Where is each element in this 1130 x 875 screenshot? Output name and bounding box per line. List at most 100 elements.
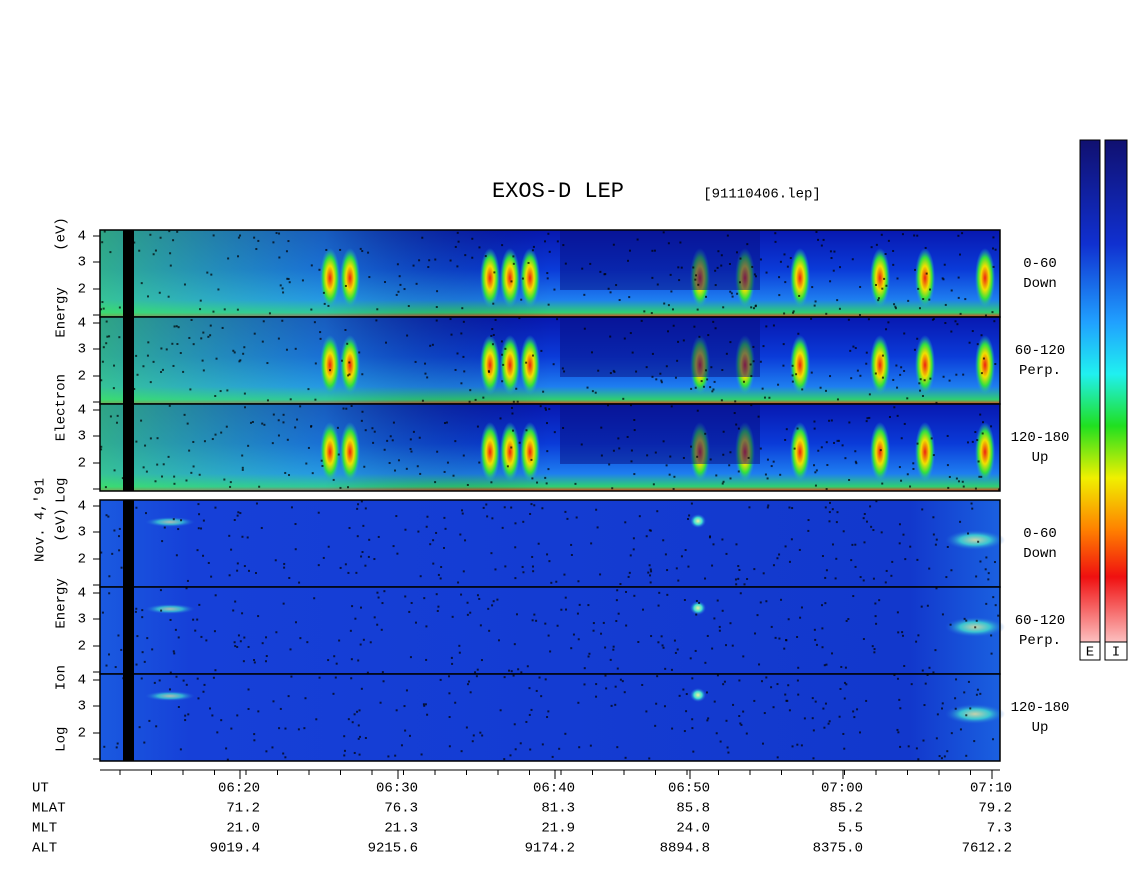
spectrogram-texture <box>321 464 324 467</box>
spectrogram-texture <box>512 255 515 258</box>
spectrogram-texture <box>100 317 1000 404</box>
spectrogram-texture <box>982 421 985 424</box>
spectrogram-texture <box>396 552 399 555</box>
spectrogram-texture <box>319 337 322 340</box>
spectrogram-texture <box>672 324 675 327</box>
spectrogram-texture <box>954 697 957 700</box>
spectrogram-texture <box>448 745 451 748</box>
spectrogram-texture <box>452 474 455 477</box>
spectrogram-texture <box>716 599 719 602</box>
spectrogram-texture <box>836 398 839 401</box>
spectrogram-texture <box>207 561 210 564</box>
spectrogram-texture <box>243 392 246 395</box>
spectrogram-texture <box>899 373 902 376</box>
spectrogram-texture <box>814 484 817 487</box>
spectrogram-texture <box>211 438 214 441</box>
spectrogram-texture <box>852 345 855 348</box>
spectrogram-texture <box>825 441 828 444</box>
spectrogram-texture <box>813 427 816 430</box>
spectrogram-texture <box>829 501 832 504</box>
spectrogram-texture <box>572 633 575 636</box>
spectrogram-texture <box>903 422 906 425</box>
spectrogram-texture <box>943 263 946 266</box>
spectrogram-texture <box>532 570 535 573</box>
spectrogram-texture <box>379 701 382 704</box>
spectrogram-texture <box>919 378 922 381</box>
spectrogram-texture <box>348 373 351 376</box>
spectrogram-texture <box>159 236 162 239</box>
spectrogram-texture <box>915 335 935 395</box>
spectrogram-texture <box>353 713 356 716</box>
spectrogram-texture <box>848 421 851 424</box>
spectrogram-texture <box>612 449 615 452</box>
spectrogram-texture <box>716 674 719 677</box>
spectrogram-texture <box>501 244 504 247</box>
spectrogram-texture <box>852 710 855 713</box>
spectrogram-texture <box>357 737 360 740</box>
spectrogram-texture <box>347 374 350 377</box>
spectrogram-texture <box>680 555 683 558</box>
spectrogram-texture <box>468 400 471 403</box>
spectrogram-texture <box>146 354 149 357</box>
spectrogram-texture <box>496 598 499 601</box>
spectrogram-texture <box>315 718 318 721</box>
spectrogram-texture <box>322 291 325 294</box>
spectrogram-texture <box>118 527 121 530</box>
spectrogram-texture <box>202 690 205 693</box>
spectrogram-texture <box>859 576 862 579</box>
spectrogram-texture <box>345 407 348 410</box>
spectrogram-texture <box>654 724 657 727</box>
spectrogram-texture <box>364 429 367 432</box>
spectrogram-texture <box>712 543 715 546</box>
spectrogram-texture <box>101 241 104 244</box>
spectrogram-texture <box>713 617 716 620</box>
spectrogram-texture <box>169 618 172 621</box>
spectrogram-texture <box>623 337 626 340</box>
spectrogram-texture <box>896 611 899 614</box>
spectrogram-texture <box>667 304 670 307</box>
row-value: 07:10 <box>970 781 1012 797</box>
spectrogram-texture <box>968 341 971 344</box>
spectrogram-texture <box>450 333 453 336</box>
spectrogram-texture <box>320 459 323 462</box>
spectrogram-texture <box>460 750 463 753</box>
y-tick-label: 3 <box>78 612 86 628</box>
spectrogram-texture <box>957 296 960 299</box>
spectrogram-texture <box>778 637 781 640</box>
spectrogram-texture <box>179 352 182 355</box>
spectrogram-texture <box>239 234 242 237</box>
spectrogram-texture <box>661 644 664 647</box>
spectrogram-texture <box>120 648 123 651</box>
spectrogram-texture <box>824 602 827 605</box>
spectrogram-texture <box>801 388 804 391</box>
spectrogram-texture <box>595 508 598 511</box>
spectrogram-texture <box>930 437 933 440</box>
spectrogram-texture <box>301 279 304 282</box>
spectrogram-texture <box>556 240 559 243</box>
spectrogram-texture <box>410 450 413 453</box>
spectrogram-texture <box>791 745 794 748</box>
spectrogram-texture <box>427 266 430 269</box>
spectrogram-texture <box>190 471 193 474</box>
spectrogram-texture <box>702 385 705 388</box>
spectrogram-texture <box>673 639 676 642</box>
spectrogram-texture <box>397 459 400 462</box>
spectrogram-texture <box>168 688 171 691</box>
spectrogram-texture <box>742 655 745 658</box>
spectrogram-texture <box>444 527 447 530</box>
spectrogram-texture <box>928 666 931 669</box>
spectrogram-texture <box>560 317 760 377</box>
panel-frame <box>99 673 1001 762</box>
spectrogram-texture <box>177 706 180 709</box>
spectrogram-texture <box>869 505 872 508</box>
spectrogram-texture <box>214 394 217 397</box>
spectrogram-texture <box>339 486 342 489</box>
spectrogram-texture <box>612 369 615 372</box>
spectrogram-texture <box>698 601 701 604</box>
spectrogram-texture <box>807 529 810 532</box>
spectrogram-texture <box>690 502 693 505</box>
channel-angle: 120-180 <box>1011 700 1070 716</box>
spectrogram-texture <box>710 366 713 369</box>
spectrogram-texture <box>253 236 256 239</box>
spectrogram-texture <box>825 488 828 491</box>
